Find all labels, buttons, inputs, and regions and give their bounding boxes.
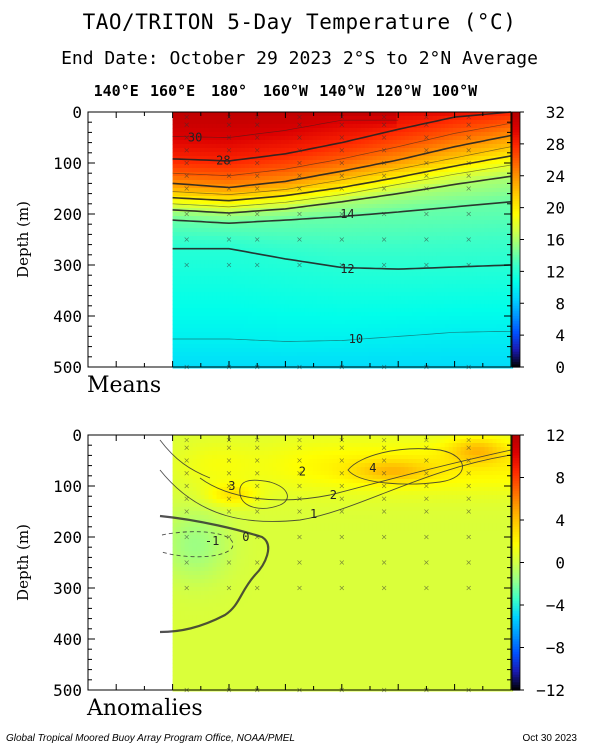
isotherm-18 — [172, 164, 512, 208]
anomalies-panel-label: Anomalies — [86, 696, 203, 721]
anomalies-sample-markers — [184, 437, 471, 693]
isotherm-30 — [172, 119, 399, 138]
y-tick-label-300: 300 — [53, 579, 82, 598]
means-panel-label: Means — [87, 373, 161, 398]
x-tick-label-1: 160°E — [150, 82, 195, 100]
anomalies-ylabel: Depth (m) — [14, 524, 32, 601]
anomaly-contour-0a — [159, 514, 270, 634]
chart-title: TAO/TRITON 5-Day Temperature (°C) — [82, 10, 517, 34]
anomalies-colorbar-tick--8: −8 — [546, 639, 565, 658]
anomaly-contour-label-4: 1 — [310, 507, 317, 521]
anomalies-colorbar-tick-4: 4 — [555, 511, 565, 530]
anomaly-contour-neg1 — [161, 531, 234, 558]
anomaly-contour-label-3: 2 — [330, 488, 337, 502]
anomaly-contour-1 — [159, 454, 512, 522]
anomalies-colorbar-tick-8: 8 — [555, 469, 565, 488]
contour-label-30: 30 — [188, 131, 202, 145]
means-sample-markers — [184, 114, 471, 370]
x-tick-label-2: 180° — [211, 82, 247, 100]
isotherm-10 — [172, 330, 512, 342]
means-colorbar-tick-20: 20 — [546, 199, 565, 218]
means-colorbar: 0 4 8 12 16 20 24 28 32 — [511, 103, 565, 377]
anomaly-contour-label-0: 3 — [228, 479, 235, 493]
contour-label-14: 14 — [340, 207, 354, 221]
y-tick-label-500: 500 — [53, 681, 82, 700]
anomaly-contour-3 — [239, 479, 288, 509]
y-tick-label-0: 0 — [72, 426, 82, 445]
means-colorbar-tick-0: 0 — [555, 358, 565, 377]
anomalies-colorbar-tick--12: −12 — [536, 681, 565, 700]
footer-credit: Global Tropical Moored Buoy Array Progra… — [6, 733, 295, 744]
isotherm-24 — [172, 134, 512, 189]
y-tick-label-400: 400 — [53, 630, 82, 649]
y-tick-label-200: 200 — [53, 528, 82, 547]
means-colorbar-tick-16: 16 — [546, 231, 565, 250]
isotherm-16 — [172, 175, 512, 214]
means-ylabel: Depth (m) — [14, 201, 32, 278]
x-tick-label-3: 160°W — [263, 82, 309, 100]
contour-label-28: 28 — [216, 153, 230, 167]
anomaly-contour-label-5: -1 — [205, 534, 219, 548]
x-tick-label-6: 100°W — [432, 82, 478, 100]
contour-label-12: 12 — [340, 262, 354, 276]
anomalies-colorbar: −12 −8 −4 0 4 8 12 — [511, 426, 565, 700]
means-colorbar-tick-28: 28 — [546, 135, 565, 154]
anomalies-colorbar-tick--4: −4 — [546, 596, 565, 615]
y-tick-label-0: 0 — [72, 103, 82, 122]
anomaly-contours — [159, 439, 512, 634]
x-tick-label-0: 140°E — [94, 82, 139, 100]
isotherm-20 — [172, 155, 512, 202]
means-colorbar-tick-4: 4 — [555, 326, 565, 345]
isotherm-22 — [172, 146, 512, 195]
anomaly-contour-0b — [159, 439, 211, 479]
y-tick-label-300: 300 — [53, 256, 82, 275]
contour-label-10: 10 — [349, 332, 363, 346]
y-tick-label-200: 200 — [53, 205, 82, 224]
anomaly-contour-label-2: 4 — [369, 461, 376, 475]
isotherm-12 — [172, 247, 512, 270]
anomaly-contour-2 — [199, 449, 512, 501]
anomaly-contour-label-6: 0 — [242, 530, 249, 544]
chart-subtitle: End Date: October 29 2023 2°S to 2°N Ave… — [61, 48, 538, 69]
anomaly-contour-label-1: 2 — [299, 465, 306, 479]
isotherm-14 — [172, 201, 512, 225]
means-isotherms — [172, 111, 512, 342]
x-tick-label-4: 140°W — [319, 82, 365, 100]
anomalies-colorbar-tick-0: 0 — [555, 554, 565, 573]
y-tick-label-400: 400 — [53, 307, 82, 326]
means-colorbar-tick-8: 8 — [555, 294, 565, 313]
anomaly-contour-4 — [347, 448, 463, 485]
means-colorbar-tick-32: 32 — [546, 103, 565, 122]
anomaly-field — [172, 435, 514, 692]
x-tick-label-5: 120°W — [376, 82, 422, 100]
y-tick-label-100: 100 — [53, 154, 82, 173]
y-tick-label-100: 100 — [53, 477, 82, 496]
y-tick-label-500: 500 — [53, 358, 82, 377]
means-colorbar-tick-24: 24 — [546, 167, 565, 186]
footer-date: Oct 30 2023 — [522, 733, 577, 744]
means-colorbar-tick-12: 12 — [546, 262, 565, 281]
anomalies-colorbar-tick-12: 12 — [546, 426, 565, 445]
